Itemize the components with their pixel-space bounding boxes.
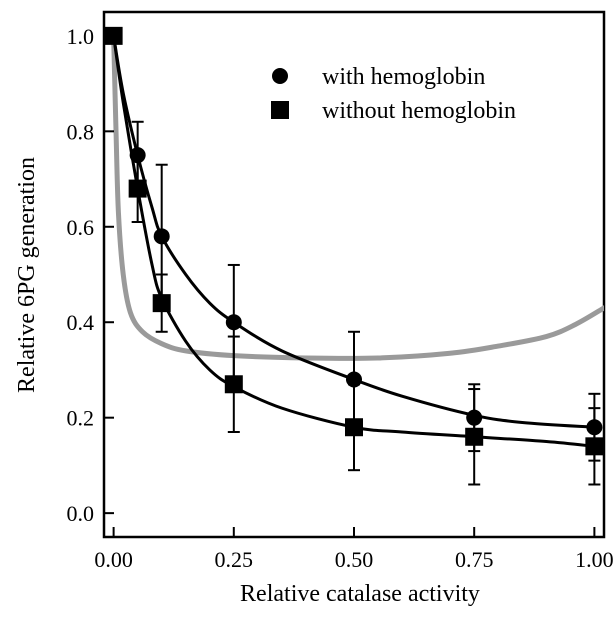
y-tick-label-3: 0.6: [67, 215, 95, 240]
legend-marker-0: [272, 68, 288, 84]
legend-label-1: without hemoglobin: [322, 98, 516, 124]
x-tick-label-3: 0.75: [455, 547, 494, 572]
marker-circle-3: [225, 314, 242, 331]
marker-square-2: [152, 294, 171, 313]
marker-circle-4: [346, 371, 362, 388]
y-tick-label-5: 1.0: [67, 24, 95, 49]
x-tick-label-1: 0.25: [215, 547, 254, 572]
y-tick-label-0: 0.0: [67, 501, 95, 526]
legend-marker-1: [271, 101, 289, 119]
marker-square-6: [585, 437, 604, 456]
marker-square-4: [345, 418, 363, 437]
y-axis-label: Relative 6PG generation: [14, 157, 40, 393]
x-tick-label-4: 1.00: [575, 547, 614, 572]
x-tick-label-0: 0.00: [94, 547, 133, 572]
marker-circle-6: [586, 419, 603, 436]
x-axis-label: Relative catalase activity: [240, 581, 480, 607]
marker-circle-5: [466, 409, 483, 426]
legend: with hemoglobin without hemoglobin: [271, 64, 516, 124]
marker-square-5: [465, 427, 484, 446]
x-tick-label-2: 0.50: [335, 547, 374, 572]
fit-curve-2: [111, 33, 604, 361]
marker-square-1: [128, 179, 147, 198]
y-tick-label-4: 0.8: [67, 119, 95, 144]
marker-circle-1: [129, 147, 146, 164]
legend-label-0: with hemoglobin: [322, 64, 485, 90]
marker-square-3: [224, 375, 243, 394]
y-tick-label-1: 0.2: [67, 406, 95, 431]
y-tick-label-2: 0.4: [67, 310, 95, 335]
marker-circle-2: [153, 228, 170, 245]
